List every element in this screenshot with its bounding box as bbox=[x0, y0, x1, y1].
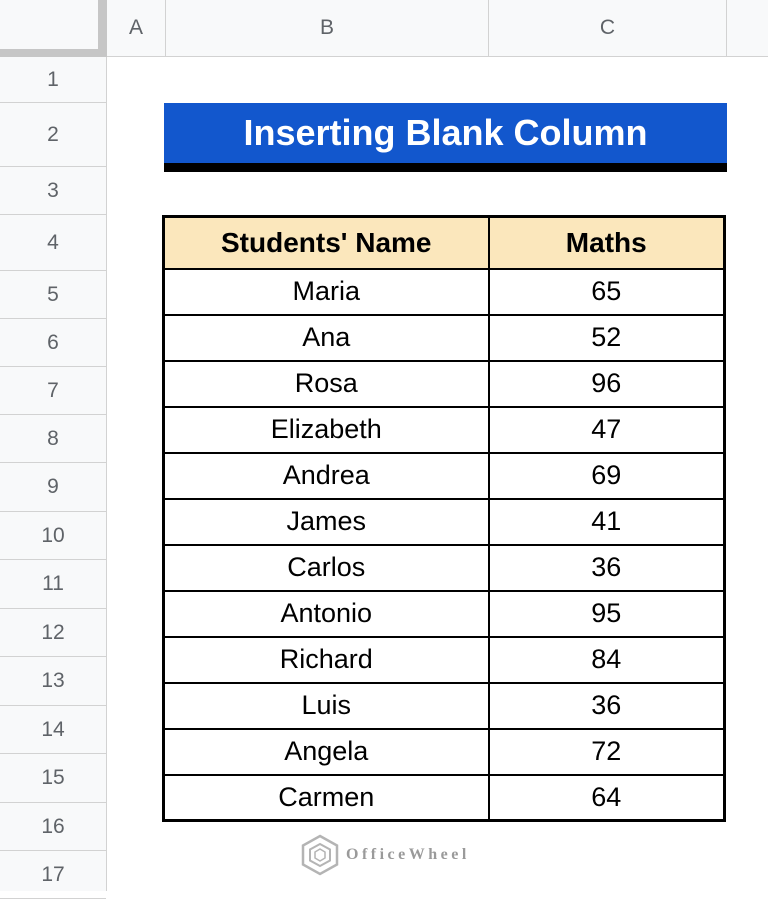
row-header-11[interactable]: 11 bbox=[0, 560, 106, 609]
cell-student-name[interactable]: Maria bbox=[162, 267, 490, 316]
cell-student-name[interactable]: Luis bbox=[162, 681, 490, 730]
cell-maths-score[interactable]: 36 bbox=[487, 543, 726, 592]
row-header-16[interactable]: 16 bbox=[0, 803, 106, 851]
cell-student-name[interactable]: Elizabeth bbox=[162, 405, 490, 454]
table-row: Elizabeth 47 bbox=[162, 405, 726, 454]
students-table: Students' Name Maths Maria 65 Ana 52 Rosa 96 E… bbox=[162, 215, 726, 822]
row-header-6[interactable]: 6 bbox=[0, 319, 106, 367]
row-header-17[interactable]: 17 bbox=[0, 851, 106, 899]
row-header-7[interactable]: 7 bbox=[0, 367, 106, 415]
title-banner-cell[interactable]: Inserting Blank Column bbox=[164, 103, 727, 172]
row-header-4[interactable]: 4 bbox=[0, 215, 106, 271]
select-all-corner[interactable] bbox=[0, 0, 107, 57]
row-header-10[interactable]: 10 bbox=[0, 512, 106, 560]
row-header-5[interactable]: 5 bbox=[0, 271, 106, 319]
table-row: Andrea 69 bbox=[162, 451, 726, 500]
table-row: Antonio 95 bbox=[162, 589, 726, 638]
hexagon-logo-icon bbox=[301, 834, 339, 876]
cell-maths-score[interactable]: 52 bbox=[487, 313, 726, 362]
row-header-column: 1 2 3 4 5 6 7 8 9 10 11 12 13 14 15 16 17 bbox=[0, 57, 107, 899]
cell-maths-score[interactable]: 47 bbox=[487, 405, 726, 454]
cell-student-name[interactable]: Carmen bbox=[162, 773, 490, 822]
table-row: Ana 52 bbox=[162, 313, 726, 362]
column-header-a[interactable]: A bbox=[107, 0, 166, 56]
column-header-c[interactable]: C bbox=[489, 0, 727, 56]
cell-student-name[interactable]: Rosa bbox=[162, 359, 490, 408]
table-header-maths[interactable]: Maths bbox=[487, 215, 726, 270]
table-row: Rosa 96 bbox=[162, 359, 726, 408]
row-header-9[interactable]: 9 bbox=[0, 463, 106, 512]
cell-maths-score[interactable]: 69 bbox=[487, 451, 726, 500]
cell-student-name[interactable]: Andrea bbox=[162, 451, 490, 500]
table-row: Carlos 36 bbox=[162, 543, 726, 592]
column-header-partial[interactable] bbox=[727, 0, 768, 56]
cell-maths-score[interactable]: 36 bbox=[487, 681, 726, 730]
cell-maths-score[interactable]: 95 bbox=[487, 589, 726, 638]
row-header-13[interactable]: 13 bbox=[0, 657, 106, 706]
row-header-8[interactable]: 8 bbox=[0, 415, 106, 463]
table-row: James 41 bbox=[162, 497, 726, 546]
cell-maths-score[interactable]: 65 bbox=[487, 267, 726, 316]
table-row: Angela 72 bbox=[162, 727, 726, 776]
table-row: Maria 65 bbox=[162, 267, 726, 316]
cell-student-name[interactable]: Carlos bbox=[162, 543, 490, 592]
cell-student-name[interactable]: Angela bbox=[162, 727, 490, 776]
cell-maths-score[interactable]: 84 bbox=[487, 635, 726, 684]
cell-maths-score[interactable]: 64 bbox=[487, 773, 726, 822]
title-banner-text: Inserting Blank Column bbox=[243, 112, 648, 153]
cell-maths-score[interactable]: 72 bbox=[487, 727, 726, 776]
cell-student-name[interactable]: Ana bbox=[162, 313, 490, 362]
cell-student-name[interactable]: Antonio bbox=[162, 589, 490, 638]
watermark: OfficeWheel bbox=[300, 833, 476, 877]
row-header-1[interactable]: 1 bbox=[0, 57, 106, 103]
row-header-12[interactable]: 12 bbox=[0, 609, 106, 657]
row-header-2[interactable]: 2 bbox=[0, 103, 106, 167]
column-header-b[interactable]: B bbox=[166, 0, 489, 56]
table-row: Luis 36 bbox=[162, 681, 726, 730]
cell-maths-score[interactable]: 96 bbox=[487, 359, 726, 408]
table-header-students-name[interactable]: Students' Name bbox=[162, 215, 490, 270]
students-table-body: Maria 65 Ana 52 Rosa 96 Elizabeth 47 Andrea 69 Jam… bbox=[162, 267, 726, 822]
row-header-14[interactable]: 14 bbox=[0, 706, 106, 754]
cell-maths-score[interactable]: 41 bbox=[487, 497, 726, 546]
table-row: Carmen 64 bbox=[162, 773, 726, 822]
table-header-row: Students' Name Maths bbox=[162, 215, 726, 270]
cell-student-name[interactable]: Richard bbox=[162, 635, 490, 684]
table-row: Richard 84 bbox=[162, 635, 726, 684]
row-header-3[interactable]: 3 bbox=[0, 167, 106, 215]
watermark-text: OfficeWheel bbox=[340, 844, 476, 866]
cell-student-name[interactable]: James bbox=[162, 497, 490, 546]
row-header-15[interactable]: 15 bbox=[0, 754, 106, 803]
